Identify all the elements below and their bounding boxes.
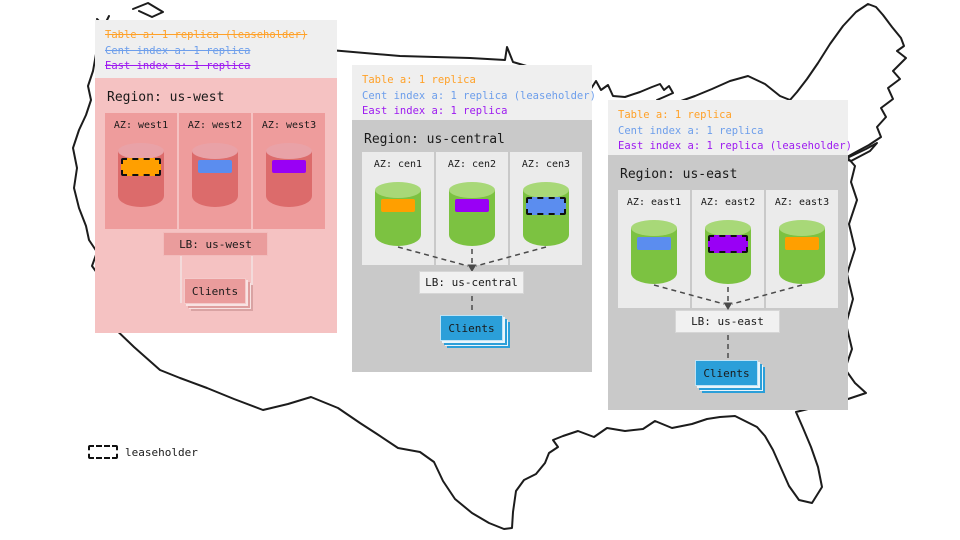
annotation-line: Cent index a: 1 replica (leaseholder)	[362, 89, 596, 102]
az-box-east2: AZ: east2	[692, 190, 764, 308]
load-balancer-us-central: LB: us-central	[419, 271, 524, 294]
replica-chip	[121, 158, 161, 176]
az-box-east1: AZ: east1	[618, 190, 690, 308]
az-label: AZ: east2	[700, 197, 756, 208]
annotation-line: Table a: 1 replica	[362, 74, 476, 86]
legend-label: leaseholder	[125, 445, 198, 459]
annotation-line: East index a: 1 replica	[105, 60, 251, 72]
replica-chip	[526, 197, 566, 215]
leaseholder-chip-icon	[88, 445, 118, 459]
replica-chip	[785, 237, 819, 250]
region-panel-us-central: Region: us-central AZ: cen1 AZ: cen2 AZ:…	[352, 120, 592, 372]
az-label: AZ: cen2	[447, 159, 497, 170]
database-cylinder	[631, 220, 677, 284]
az-label: AZ: cen1	[373, 159, 423, 170]
annotation-line: East index a: 1 replica	[362, 105, 508, 117]
az-label: AZ: east3	[774, 197, 830, 208]
connector-line	[180, 256, 182, 303]
database-cylinder	[266, 143, 312, 207]
load-balancer-us-east: LB: us-east	[675, 310, 780, 333]
cylinder-top	[705, 220, 751, 236]
cylinder-top	[192, 143, 238, 159]
az-box-west1: AZ: west1	[105, 113, 177, 229]
az-box-cen3: AZ: cen3	[510, 152, 582, 265]
region-annotations-us-central: Table a: 1 replica Cent index a: 1 repli…	[352, 65, 596, 120]
database-cylinder	[705, 220, 751, 284]
cylinder-top	[523, 182, 569, 198]
load-balancer-us-west: LB: us-west	[163, 232, 268, 256]
replica-chip	[637, 237, 671, 250]
clients-box-us-east: Clients	[695, 360, 758, 386]
az-box-cen2: AZ: cen2	[436, 152, 508, 265]
database-cylinder	[118, 143, 164, 207]
long-island-outline	[844, 142, 878, 162]
cylinder-top	[631, 220, 677, 236]
clients-box-us-central: Clients	[440, 315, 503, 341]
database-cylinder	[779, 220, 825, 284]
az-label: AZ: west1	[113, 120, 169, 131]
region-title: Region: us-central	[364, 132, 505, 147]
database-cylinder	[375, 182, 421, 246]
cylinder-top	[375, 182, 421, 198]
region-annotations-us-east: Table a: 1 replica Cent index a: 1 repli…	[608, 100, 852, 155]
replica-chip	[272, 160, 306, 173]
connector-line	[251, 256, 253, 303]
cylinder-top	[266, 143, 312, 159]
az-box-east3: AZ: east3	[766, 190, 838, 308]
cylinder-top	[449, 182, 495, 198]
replica-chip	[455, 199, 489, 212]
annotation-line: Cent index a: 1 replica	[105, 44, 251, 57]
annotation-line: Cent index a: 1 replica	[618, 124, 764, 137]
az-box-cen1: AZ: cen1	[362, 152, 434, 265]
az-box-west2: AZ: west2	[179, 113, 251, 229]
az-box-west3: AZ: west3	[253, 113, 325, 229]
region-title: Region: us-west	[107, 90, 225, 105]
region-annotations-us-west: Table a: 1 replica (leaseholder) Cent in…	[95, 20, 337, 78]
database-cylinder	[449, 182, 495, 246]
database-cylinder	[192, 143, 238, 207]
replica-chip	[198, 160, 232, 173]
az-label: AZ: west2	[187, 120, 243, 131]
region-panel-us-east: Region: us-east AZ: east1 AZ: east2 AZ: …	[608, 155, 848, 410]
annotation-line: East index a: 1 replica (leaseholder)	[618, 140, 852, 152]
region-title: Region: us-east	[620, 167, 738, 182]
legend: leaseholder	[88, 445, 198, 459]
annotation-line: Table a: 1 replica (leaseholder)	[105, 29, 308, 41]
database-cylinder	[523, 182, 569, 246]
cylinder-top	[779, 220, 825, 236]
az-label: AZ: cen3	[521, 159, 571, 170]
annotation-line: Table a: 1 replica	[618, 109, 732, 121]
replica-chip	[708, 235, 748, 253]
clients-box-us-west: Clients	[184, 278, 246, 304]
az-label: AZ: west3	[261, 120, 317, 131]
region-panel-us-west: Region: us-west AZ: west1 AZ: west2 AZ: …	[95, 78, 337, 333]
cylinder-top	[118, 143, 164, 159]
replica-chip	[381, 199, 415, 212]
us-map-outline	[72, 3, 907, 530]
az-label: AZ: east1	[626, 197, 682, 208]
